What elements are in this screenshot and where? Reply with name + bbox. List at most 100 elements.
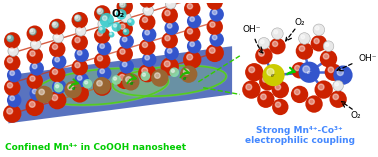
- Circle shape: [187, 39, 201, 53]
- Circle shape: [52, 44, 57, 49]
- Circle shape: [124, 30, 126, 32]
- Circle shape: [206, 19, 223, 35]
- Circle shape: [31, 29, 33, 32]
- Circle shape: [276, 102, 280, 107]
- Circle shape: [49, 41, 65, 57]
- Circle shape: [26, 25, 43, 42]
- Circle shape: [97, 81, 102, 87]
- Circle shape: [139, 39, 155, 55]
- Circle shape: [314, 38, 319, 44]
- Circle shape: [93, 78, 112, 96]
- Circle shape: [76, 25, 86, 36]
- Circle shape: [7, 93, 22, 107]
- Circle shape: [183, 51, 201, 69]
- Circle shape: [242, 80, 260, 99]
- Circle shape: [299, 46, 305, 51]
- Circle shape: [4, 79, 20, 96]
- Circle shape: [325, 43, 329, 46]
- Circle shape: [318, 84, 324, 90]
- Circle shape: [206, 0, 223, 10]
- Circle shape: [97, 8, 102, 14]
- Circle shape: [33, 41, 36, 44]
- Circle shape: [138, 64, 156, 82]
- Circle shape: [75, 37, 80, 43]
- Circle shape: [7, 68, 22, 82]
- Circle shape: [333, 80, 344, 91]
- Circle shape: [315, 26, 319, 30]
- Circle shape: [161, 7, 178, 24]
- Text: Strong Mn⁴⁺-Co³⁺: Strong Mn⁴⁺-Co³⁺: [256, 126, 343, 135]
- Circle shape: [52, 54, 67, 69]
- Circle shape: [77, 28, 81, 31]
- Circle shape: [190, 17, 194, 21]
- Circle shape: [116, 71, 134, 89]
- Circle shape: [180, 65, 197, 83]
- Text: e⁻: e⁻: [271, 73, 276, 78]
- Circle shape: [121, 12, 131, 23]
- Circle shape: [120, 49, 125, 54]
- Circle shape: [272, 99, 288, 115]
- Circle shape: [151, 69, 169, 87]
- Circle shape: [96, 8, 104, 15]
- Circle shape: [255, 47, 273, 65]
- Circle shape: [52, 22, 57, 27]
- Circle shape: [7, 83, 12, 88]
- Circle shape: [97, 31, 102, 36]
- Circle shape: [245, 63, 263, 81]
- Circle shape: [100, 21, 104, 24]
- Circle shape: [71, 59, 88, 76]
- Circle shape: [125, 77, 131, 82]
- Circle shape: [55, 82, 59, 87]
- Circle shape: [97, 81, 102, 86]
- Circle shape: [68, 84, 73, 90]
- Circle shape: [49, 19, 65, 35]
- Circle shape: [94, 5, 110, 22]
- Circle shape: [77, 51, 82, 55]
- Circle shape: [64, 81, 82, 98]
- Circle shape: [184, 25, 200, 42]
- Circle shape: [295, 65, 300, 71]
- Circle shape: [210, 0, 215, 2]
- Circle shape: [7, 35, 12, 41]
- Circle shape: [52, 69, 57, 74]
- Ellipse shape: [35, 68, 169, 106]
- Circle shape: [33, 64, 37, 69]
- Circle shape: [161, 0, 178, 1]
- Circle shape: [262, 64, 285, 86]
- Circle shape: [30, 76, 35, 81]
- Circle shape: [142, 27, 156, 42]
- Circle shape: [98, 19, 108, 29]
- Circle shape: [127, 18, 135, 26]
- Circle shape: [167, 49, 172, 53]
- Text: e⁻: e⁻: [130, 81, 136, 86]
- Circle shape: [296, 42, 313, 60]
- Circle shape: [112, 22, 121, 32]
- Text: O₂: O₂: [112, 9, 125, 19]
- Circle shape: [263, 77, 268, 82]
- Circle shape: [109, 32, 115, 38]
- Circle shape: [323, 54, 329, 59]
- Circle shape: [314, 80, 333, 99]
- Circle shape: [249, 67, 255, 73]
- Circle shape: [209, 47, 215, 53]
- Circle shape: [119, 74, 125, 80]
- Circle shape: [98, 9, 101, 12]
- Circle shape: [8, 36, 11, 39]
- Circle shape: [8, 46, 19, 56]
- Circle shape: [167, 24, 172, 28]
- Circle shape: [122, 73, 139, 91]
- Circle shape: [258, 38, 270, 49]
- Circle shape: [291, 86, 308, 103]
- Circle shape: [325, 64, 342, 81]
- Circle shape: [184, 0, 200, 17]
- Circle shape: [212, 35, 217, 40]
- Circle shape: [7, 58, 12, 63]
- Circle shape: [164, 61, 170, 67]
- Circle shape: [71, 12, 88, 28]
- Circle shape: [4, 54, 20, 71]
- Circle shape: [337, 69, 343, 76]
- Circle shape: [141, 71, 150, 81]
- Circle shape: [3, 105, 22, 123]
- Circle shape: [161, 32, 178, 49]
- Circle shape: [209, 32, 224, 47]
